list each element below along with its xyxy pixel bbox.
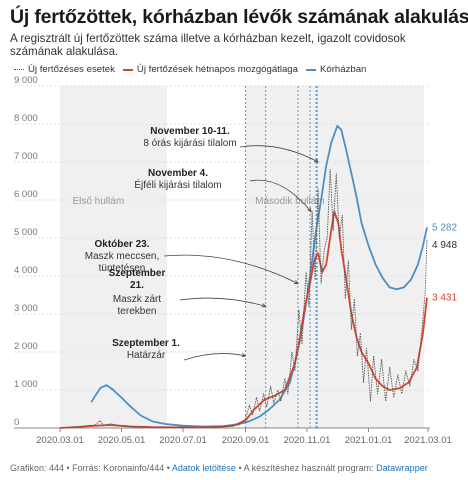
x-tick-label-4: 2020.11.01: [284, 435, 331, 446]
end-label-daily: 4 948: [432, 240, 457, 251]
annotation-text-4-0: 8 órás kijárási tilalom: [143, 138, 236, 149]
annotation-title-4: November 10-11.: [150, 126, 230, 137]
x-tick-label-0: 2020.03.01: [36, 435, 84, 446]
annotation-text-2-1: tüntetésen: [99, 263, 146, 274]
annotation-text-1-1: terekben: [118, 306, 157, 317]
legend-item-daily: Új fertőzéses esetek: [14, 64, 115, 75]
legend-item-avg: Új fertőzések hétnapos mozgógátlaga: [122, 64, 298, 75]
x-tick-label-2: 2020.07.01: [159, 435, 207, 446]
end-label-hosp: 5 282: [432, 222, 457, 233]
annotation-arrowhead-0: [241, 353, 247, 358]
annotation-arrow-1: [179, 297, 266, 307]
annotation-arrow-0: [183, 353, 246, 361]
datawrapper-link[interactable]: Datawrapper: [376, 463, 428, 473]
y-tick-label-6: 3 000: [14, 303, 38, 314]
shaded-period-1: [245, 86, 424, 428]
x-tick-label-1: 2020.05.01: [98, 435, 146, 446]
annotation-title-1-b: 21.: [130, 280, 144, 291]
annotation-text-3-0: Éjféli kijárási tilalom: [134, 178, 221, 191]
y-tick-label-5: 4 000: [14, 265, 38, 276]
y-tick-label-8: 1 000: [14, 379, 38, 390]
annotation-arrowhead-4: [314, 158, 319, 163]
end-label-avg: 3 431: [432, 293, 457, 304]
chart-subtitle: A regisztrált új fertőzöttek száma illet…: [10, 32, 406, 58]
footer-prefix: Grafikon: 444 • Forrás: Koronainfo/444 •: [10, 463, 172, 473]
legend-item-hosp: Kórházban: [305, 64, 367, 75]
annotation-arrow-3: [249, 179, 312, 212]
legend-swatch-hosp: [305, 68, 316, 71]
series-line-daily: [59, 169, 428, 429]
y-tick-label-0: 9 000: [14, 75, 38, 86]
legend-label-daily: Új fertőzéses esetek: [28, 64, 115, 75]
annotation-text-1-0: Maszk zárt: [113, 294, 162, 305]
y-tick-label-1: 8 000: [14, 113, 38, 124]
period-label-1: Második hullám: [255, 196, 324, 207]
footer: Grafikon: 444 • Forrás: Koronainfo/444 •…: [10, 463, 428, 473]
annotation-text-2-0: Maszk meccsen,: [85, 251, 159, 262]
y-tick-label-4: 5 000: [14, 227, 38, 238]
annotation-arrowhead-3: [307, 207, 312, 213]
annotation-title-1-a: Szeptember: [109, 268, 166, 279]
annotation-arrowhead-1: [261, 303, 267, 308]
footer-middle: • A készítéshez használt program:: [235, 463, 377, 473]
legend-swatch-daily: [14, 69, 24, 70]
annotation-arrowhead-2: [293, 280, 299, 285]
y-tick-label-3: 6 000: [14, 189, 38, 200]
legend-swatch-avg: [122, 68, 133, 71]
legend: Új fertőzéses esetek Új fertőzések hétna…: [14, 64, 374, 75]
line-chart: 9 000 8 000 7 000 6 000 5 000 4 000 3 000 2 000…: [14, 75, 457, 446]
annotation-text-0-0: Határzár: [127, 350, 166, 361]
y-tick-label-7: 2 000: [14, 341, 38, 352]
annotation-title-3: November 4.: [148, 168, 208, 179]
y-tick-label-2: 7 000: [14, 151, 38, 162]
annotation-arrow-4: [239, 145, 319, 163]
x-tick-label-6: 2021.03.01: [404, 435, 452, 446]
legend-label-hosp: Kórházban: [319, 64, 367, 75]
annotation-arrow-2: [163, 254, 299, 284]
download-data-link[interactable]: Adatok letöltése: [171, 463, 236, 473]
y-tick-label-9: 0: [14, 417, 19, 428]
x-tick-label-5: 2021.01.01: [345, 435, 393, 446]
period-label-0: Első hullám: [72, 196, 124, 207]
x-tick-label-3: 2020.09.01: [222, 435, 270, 446]
shaded-period-0: [60, 86, 167, 428]
legend-label-avg: Új fertőzések hétnapos mozgógátlaga: [136, 64, 298, 75]
chart-title: Új fertőzöttek, kórházban lévők számának…: [10, 6, 468, 28]
annotation-title-2: Október 23.: [94, 239, 149, 250]
annotation-title-0: Szeptember 1.: [112, 338, 180, 349]
